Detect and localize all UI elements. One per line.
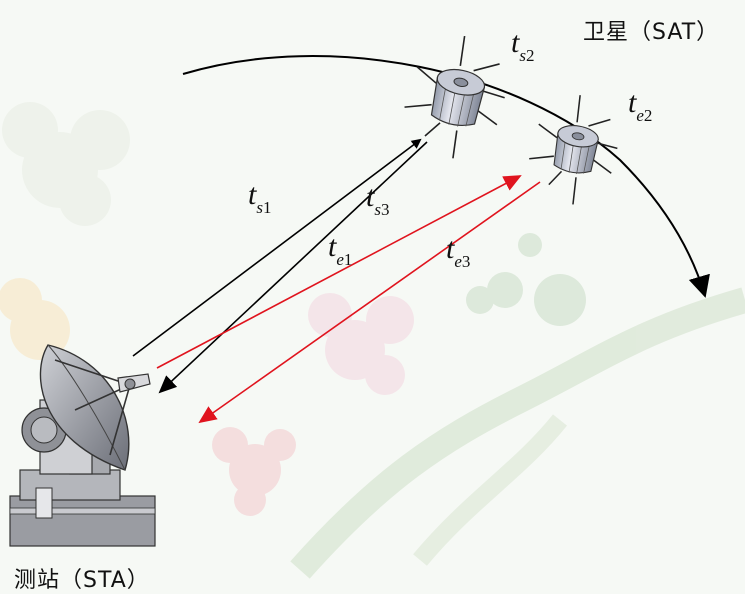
time-label-te3: te3	[446, 232, 471, 271]
signal-ts1-uplink	[132, 138, 422, 357]
ground-station-antenna-icon	[9, 344, 156, 547]
time-label-ts3: ts3	[366, 180, 390, 219]
signal-te3-downlink	[198, 181, 541, 424]
background-decoration	[0, 102, 745, 579]
station-label: 测站（STA）	[14, 568, 150, 593]
orbit-arc	[182, 55, 710, 298]
satellite-1-icon	[404, 35, 505, 159]
time-label-te1: te1	[328, 230, 353, 269]
signal-ts3-downlink	[158, 141, 428, 394]
satellite-label: 卫星（SAT）	[583, 20, 720, 45]
signal-te1-uplink	[156, 175, 522, 369]
satellite-2-icon	[529, 95, 618, 205]
time-label-ts2: ts2	[511, 26, 535, 65]
time-label-te2: te2	[628, 86, 653, 125]
time-label-ts1: ts1	[248, 178, 272, 217]
